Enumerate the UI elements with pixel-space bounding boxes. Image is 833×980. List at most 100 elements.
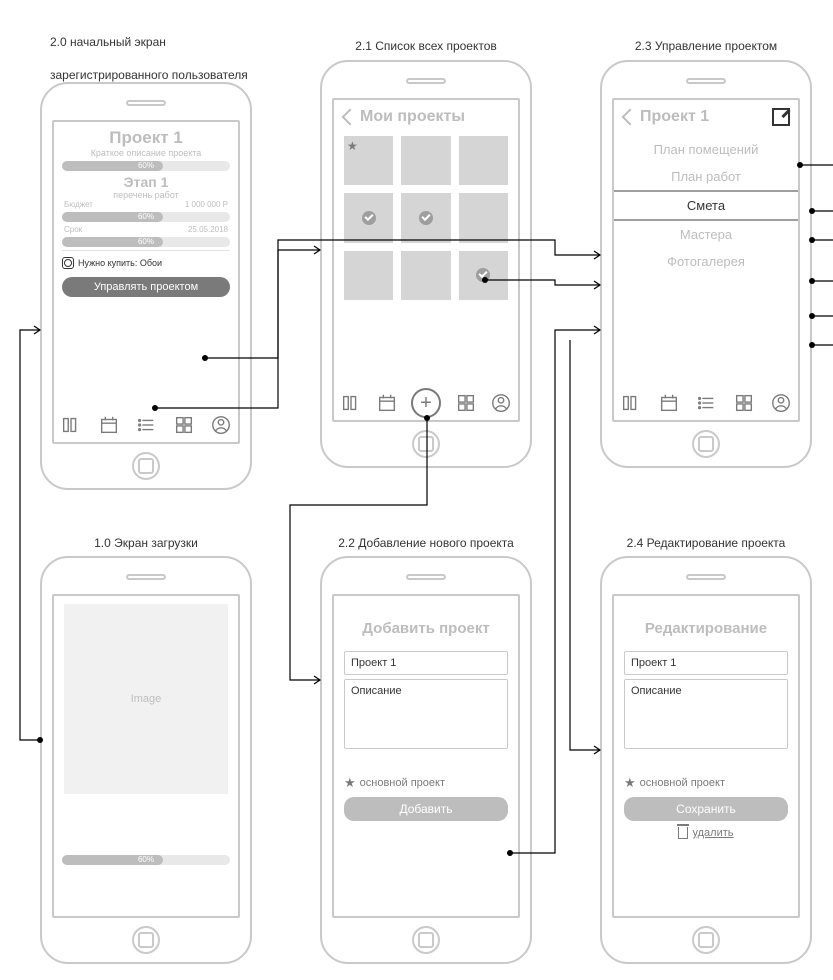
project-tile[interactable]	[459, 251, 508, 300]
main-project-checkbox[interactable]: ★ основной проект	[614, 773, 798, 793]
image-placeholder: Image	[64, 604, 228, 794]
progress-budget: 60%	[62, 212, 230, 222]
screen-title: Проект 1	[640, 108, 709, 126]
nav-calendar-icon[interactable]	[376, 392, 398, 414]
caption-2-1: 2.1 Список всех проектов	[320, 38, 532, 54]
screen-title: Мои проекты	[360, 108, 465, 126]
home-button[interactable]	[412, 430, 440, 458]
check-icon	[476, 268, 490, 282]
screen: Редактирование Проект 1 Описание ★ основ…	[612, 594, 800, 918]
phone-2-4: Редактирование Проект 1 Описание ★ основ…	[600, 556, 812, 964]
nav-grid-icon[interactable]	[173, 414, 195, 436]
trash-icon	[678, 827, 688, 839]
nav-list-icon[interactable]	[135, 414, 157, 436]
screen: Проект 1 Краткое описание проекта 60% Эт…	[52, 120, 240, 444]
menu-item[interactable]: План работ	[614, 163, 798, 190]
nav-grid-icon[interactable]	[733, 392, 755, 414]
header: Проект 1	[614, 100, 798, 130]
nav-columns-icon[interactable]	[620, 392, 642, 414]
screen-title: Добавить проект	[334, 620, 518, 637]
home-button[interactable]	[132, 926, 160, 954]
stage-title: Этап 1	[54, 174, 238, 190]
project-tile[interactable]	[401, 193, 450, 242]
star-icon: ★	[344, 775, 356, 791]
phone-1-0: Image 60%	[40, 556, 252, 964]
deadline-row: Срок 25.05.2018	[54, 225, 238, 234]
project-tile[interactable]	[344, 193, 393, 242]
home-button[interactable]	[132, 452, 160, 480]
home-button[interactable]	[692, 926, 720, 954]
edit-icon[interactable]	[772, 108, 790, 126]
project-name-input[interactable]: Проект 1	[344, 651, 508, 675]
main-project-checkbox[interactable]: ★ основной проект	[334, 773, 518, 793]
check-icon	[419, 211, 433, 225]
menu-item[interactable]: Мастера	[614, 221, 798, 248]
menu-list: План помещенийПлан работСметаМастераФото…	[614, 136, 798, 275]
save-button[interactable]: Сохранить	[624, 797, 788, 821]
project-desc-input[interactable]: Описание	[624, 679, 788, 749]
add-project-button[interactable]: +	[411, 388, 441, 418]
back-icon[interactable]	[342, 109, 352, 125]
back-icon[interactable]	[622, 109, 632, 125]
delete-link[interactable]: удалить	[614, 825, 798, 839]
project-tile[interactable]: ★	[344, 136, 393, 185]
star-icon: ★	[347, 139, 358, 153]
home-button[interactable]	[692, 430, 720, 458]
speaker	[126, 100, 166, 106]
nav-columns-icon[interactable]	[340, 392, 362, 414]
check-icon	[362, 211, 376, 225]
caption-2-2: 2.2 Добавление нового проекта	[320, 535, 532, 551]
project-tile[interactable]	[459, 193, 508, 242]
add-button[interactable]: Добавить	[344, 797, 508, 821]
clock-icon	[62, 257, 74, 269]
phone-2-1: Мои проекты ★ +	[320, 60, 532, 468]
project-subtitle: Краткое описание проекта	[54, 148, 238, 158]
loading-progress: 60%	[62, 855, 230, 865]
caption-2-4: 2.4 Редактирование проекта	[600, 535, 812, 551]
todo-row: Нужно купить: Обои	[54, 253, 238, 273]
screen: Добавить проект Проект 1 Описание ★ осно…	[332, 594, 520, 918]
project-tile[interactable]	[401, 251, 450, 300]
progress-overall: 60%	[62, 161, 230, 171]
speaker	[406, 78, 446, 84]
project-name-input[interactable]: Проект 1	[624, 651, 788, 675]
nav-calendar-icon[interactable]	[658, 392, 680, 414]
project-desc-input[interactable]: Описание	[344, 679, 508, 749]
nav-list-icon[interactable]	[695, 392, 717, 414]
projects-grid: ★	[334, 130, 518, 306]
menu-item[interactable]: План помещений	[614, 136, 798, 163]
menu-item[interactable]: Смета	[614, 190, 798, 221]
project-tile[interactable]	[459, 136, 508, 185]
screen: Мои проекты ★ +	[332, 98, 520, 422]
nav-columns-icon[interactable]	[60, 414, 82, 436]
project-tile[interactable]	[344, 251, 393, 300]
speaker	[686, 574, 726, 580]
screen: Image 60%	[52, 594, 240, 918]
menu-item[interactable]: Фотогалерея	[614, 248, 798, 275]
nav-grid-icon[interactable]	[455, 392, 477, 414]
caption-2-3: 2.3 Управление проектом	[600, 38, 812, 54]
speaker	[686, 78, 726, 84]
phone-2-3: Проект 1 План помещенийПлан работСметаМа…	[600, 60, 812, 468]
divider	[62, 250, 230, 251]
screen-title: Редактирование	[614, 620, 798, 637]
budget-row: Бюджет 1 000 000 Р	[54, 200, 238, 209]
header: Мои проекты	[334, 100, 518, 130]
home-button[interactable]	[412, 926, 440, 954]
caption-1-0: 1.0 Экран загрузки	[40, 535, 252, 551]
manage-project-button[interactable]: Управлять проектом	[62, 277, 230, 297]
project-tile[interactable]	[401, 136, 450, 185]
toolbar	[60, 412, 232, 438]
nav-user-icon[interactable]	[490, 392, 512, 414]
nav-user-icon[interactable]	[210, 414, 232, 436]
nav-calendar-icon[interactable]	[98, 414, 120, 436]
progress-deadline: 60%	[62, 237, 230, 247]
screen: Проект 1 План помещенийПлан работСметаМа…	[612, 98, 800, 422]
star-icon: ★	[624, 775, 636, 791]
phone-2-0: Проект 1 Краткое описание проекта 60% Эт…	[40, 82, 252, 490]
nav-user-icon[interactable]	[770, 392, 792, 414]
phone-2-2: Добавить проект Проект 1 Описание ★ осно…	[320, 556, 532, 964]
toolbar	[620, 390, 792, 416]
project-title: Проект 1	[54, 128, 238, 148]
speaker	[126, 574, 166, 580]
